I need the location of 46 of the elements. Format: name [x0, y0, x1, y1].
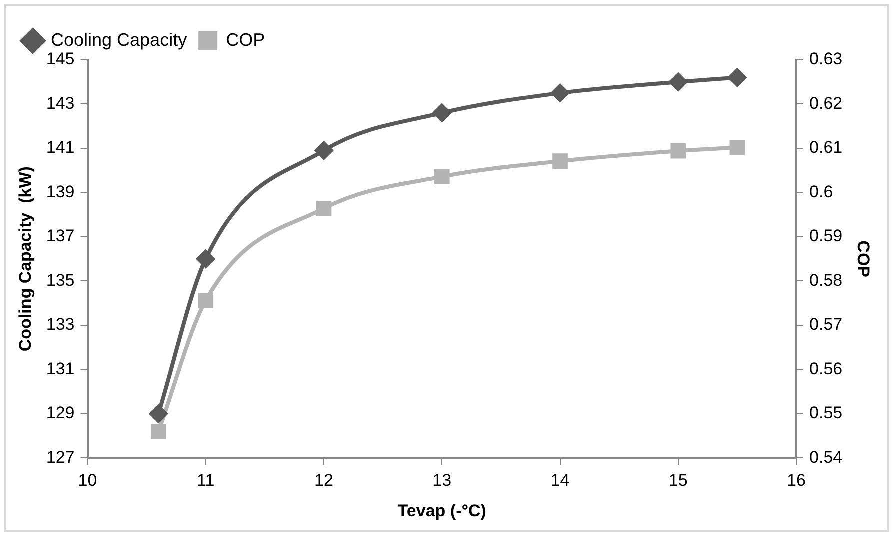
x-tick-label: 15 — [668, 471, 688, 490]
point — [670, 143, 686, 159]
y2-tick-label: 0.58 — [810, 270, 843, 290]
legend-label: COP — [226, 30, 266, 50]
point — [316, 201, 332, 216]
x-tick-label: 10 — [78, 471, 98, 490]
y2-tick-label: 0.57 — [810, 315, 843, 334]
point — [150, 424, 166, 440]
y-tick-label: 135 — [46, 270, 75, 290]
y-tick-label: 143 — [46, 94, 75, 113]
y-axis-title: Cooling Capacity (kW) — [16, 166, 35, 352]
y-tick-label: 139 — [46, 182, 75, 202]
y2-tick-label: 0.59 — [810, 226, 843, 246]
point — [728, 68, 746, 87]
y2-tick-label: 0.62 — [810, 94, 843, 113]
x-axis-title: Tevap (-°C) — [398, 501, 486, 520]
y2-tick-label: 0.56 — [810, 359, 843, 378]
point — [669, 73, 688, 92]
y-tick-label: 137 — [46, 226, 75, 246]
point — [198, 293, 214, 308]
y-tick-label: 141 — [46, 138, 75, 158]
point — [315, 142, 334, 160]
y2-tick-label: 0.6 — [810, 182, 834, 202]
x-tick-label: 16 — [787, 471, 806, 490]
y2-tick-label: 0.61 — [810, 138, 843, 158]
y2-axis-title: COP — [854, 240, 874, 278]
y-tick-label: 133 — [46, 315, 75, 334]
x-tick-label: 11 — [197, 471, 215, 490]
point — [434, 169, 450, 184]
y-tick-label: 131 — [46, 359, 75, 378]
y2-tick-label: 0.54 — [810, 448, 843, 467]
y-tick-label: 129 — [46, 404, 75, 423]
y-tick-label: 127 — [46, 448, 75, 467]
point — [150, 404, 168, 423]
y2-tick-label: 0.55 — [810, 404, 843, 423]
point — [551, 84, 570, 102]
point — [730, 140, 746, 156]
point — [552, 154, 568, 169]
x-tick-label: 12 — [314, 471, 334, 490]
point — [196, 250, 215, 268]
legend-label: Cooling Capacity — [51, 30, 188, 50]
point — [433, 104, 452, 122]
y2-tick-label: 0.63 — [810, 50, 843, 69]
y-tick-label: 145 — [46, 50, 75, 69]
x-tick-label: 14 — [550, 471, 570, 490]
x-tick-label: 13 — [432, 471, 452, 490]
